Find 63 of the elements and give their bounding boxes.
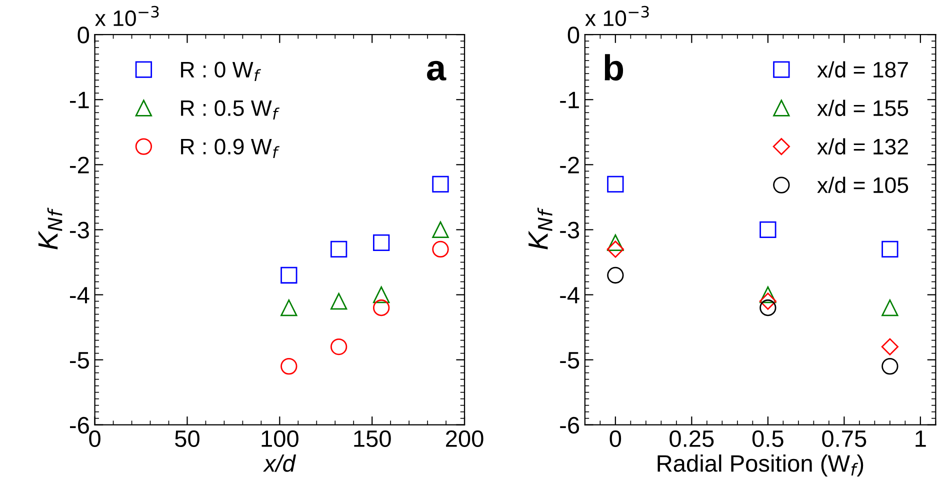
y-tick-label: -1 [560,92,579,108]
legend-label: x/d = 132 [817,138,908,155]
legend-label: x/d = 105 [817,176,908,194]
text: x 10$^{−3}$ [95,6,159,26]
legend-label: x/d = 187 [817,61,908,78]
point [607,266,624,284]
x-tick-label: 0.75 [822,430,866,448]
y-tick-label: 0 [568,26,580,44]
x-tick-label: 0 [89,430,100,448]
point [373,286,390,304]
y-tick-label: -3 [70,222,89,238]
point [330,240,348,258]
point [432,221,449,238]
point [760,299,776,316]
y-tick-label: -4 [560,287,580,304]
x-axis-title: Radial Position (W$_{f}$) [658,454,864,476]
y-tick-label: -5 [560,352,580,369]
x-tick-label: 0.25 [670,430,714,448]
point [330,338,348,356]
y-tick-label: -1 [70,92,89,108]
legend-label: x/d = 155 [817,100,908,116]
point [607,234,624,252]
y-tick-label: 0 [78,26,90,44]
point [606,240,624,258]
x-tick-label: 100 [262,430,298,448]
legend-label: R : 0.9 W$_{f}$ [181,138,280,158]
x-tick-label: 0 [610,430,622,448]
point [330,292,348,310]
y-axis-title: K$_{Nf}$ [38,208,62,250]
y-axis-title: K$_{Nf}$ [528,208,552,250]
point [882,358,898,375]
point [280,266,298,284]
text: x 10$^{−3}$ [585,6,649,26]
legend-label: R : 0 W$_{f}$ [181,62,261,81]
y-tick-label: -2 [70,156,89,174]
y-tick-label: -3 [560,222,580,238]
y-tick-label: -5 [70,352,89,369]
point [882,299,898,316]
x-tick-label: 0.5 [752,430,784,448]
point [759,292,776,310]
y-tick-label: -2 [560,156,579,174]
point [373,299,390,316]
point [760,221,776,238]
x-tick-label: 200 [446,430,484,448]
annotation: b [604,54,624,81]
point [760,286,776,304]
point [280,299,298,316]
x-tick-label: 150 [354,430,391,448]
legend-label: R : 0.5 W$_{f}$ [181,100,280,120]
y-tick-label: -6 [70,416,89,434]
point [432,240,449,258]
point [280,358,298,375]
x-tick-label: 1 [916,430,926,447]
point [373,234,390,252]
point [881,338,898,356]
y-tick-label: -4 [70,287,90,304]
point [882,240,898,258]
point [432,176,449,193]
x-axis-title: x/d [262,454,296,472]
x-tick-label: 50 [175,430,200,448]
point [607,176,624,193]
annotation: a [427,60,446,81]
y-tick-label: -6 [560,416,580,434]
